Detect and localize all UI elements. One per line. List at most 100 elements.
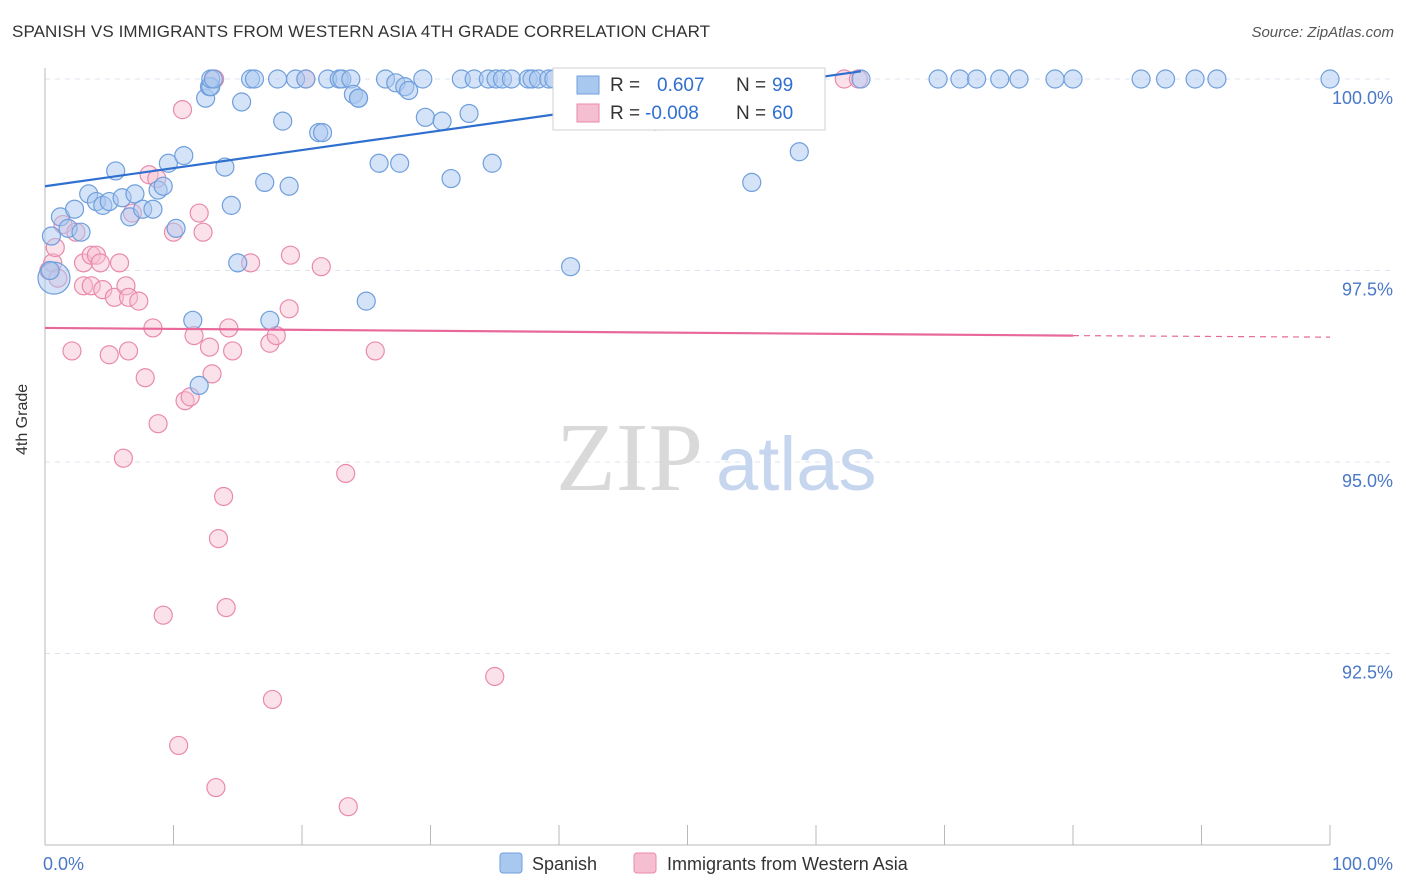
- y-tick-label: 92.5%: [1342, 663, 1393, 683]
- point-immigrants: [365, 341, 385, 361]
- point-immigrants: [216, 597, 236, 618]
- point-immigrants: [129, 291, 149, 311]
- point-spanish: [260, 310, 280, 330]
- point-spanish: [459, 103, 479, 124]
- point-immigrants: [81, 276, 101, 296]
- point-spanish: [967, 69, 987, 89]
- point-spanish: [267, 69, 288, 89]
- point-spanish: [143, 199, 163, 219]
- point-spanish: [789, 142, 809, 162]
- point-spanish: [1063, 69, 1083, 89]
- point-immigrants: [279, 299, 299, 319]
- point-immigrants: [118, 341, 139, 361]
- point-spanish: [415, 107, 435, 127]
- point-spanish: [482, 153, 502, 173]
- y-tick-label: 95.0%: [1342, 471, 1393, 491]
- point-spanish: [174, 146, 194, 166]
- point-immigrants: [172, 100, 193, 120]
- point-immigrants: [260, 333, 280, 353]
- point-immigrants: [336, 463, 356, 484]
- y-tick-label: 97.5%: [1342, 280, 1393, 300]
- watermark-zip: ZIP: [556, 404, 703, 512]
- point-immigrants: [116, 276, 136, 296]
- point-spanish: [1185, 69, 1205, 89]
- point-spanish: [273, 111, 293, 131]
- point-spanish: [1207, 69, 1227, 89]
- point-spanish: [312, 123, 333, 143]
- x-tick-label-max: 100.0%: [1332, 854, 1393, 874]
- trend-line-immigrants: [44, 326, 1074, 337]
- point-immigrants: [189, 203, 209, 223]
- x-tick-label-min: 0.0%: [43, 854, 84, 874]
- point-immigrants: [109, 253, 130, 273]
- point-spanish: [348, 88, 369, 108]
- point-spanish: [166, 218, 186, 238]
- point-immigrants: [169, 735, 189, 756]
- point-spanish: [203, 69, 223, 89]
- legend-n-label-immigrants: N =: [736, 103, 766, 124]
- legend-r-label-immigrants: R =: [610, 103, 640, 124]
- point-spanish: [851, 69, 871, 89]
- point-spanish: [950, 69, 970, 89]
- point-immigrants: [175, 391, 195, 411]
- point-spanish: [232, 92, 252, 112]
- legend-swatch-immigrants: [576, 103, 600, 123]
- point-immigrants: [104, 287, 124, 307]
- point-spanish: [501, 69, 522, 89]
- point-spanish: [41, 226, 62, 246]
- point-spanish: [183, 310, 203, 330]
- point-immigrants: [118, 287, 139, 307]
- point-spanish: [1131, 69, 1151, 89]
- point-spanish: [296, 69, 316, 89]
- axes: [44, 68, 1331, 846]
- point-spanish: [432, 111, 452, 131]
- point-spanish: [1320, 69, 1340, 89]
- point-spanish: [369, 153, 389, 173]
- point-spanish: [399, 80, 419, 101]
- point-immigrants: [153, 605, 173, 625]
- point-immigrants: [208, 528, 229, 549]
- point-spanish: [928, 69, 948, 89]
- watermark: ZIP atlas: [556, 404, 877, 512]
- point-immigrants: [193, 222, 213, 242]
- bottom-legend-label-immigrants: Immigrants from Western Asia: [667, 854, 909, 874]
- watermark-atlas: atlas: [716, 422, 877, 507]
- point-immigrants: [280, 245, 301, 265]
- point-spanish: [153, 176, 173, 196]
- point-immigrants: [311, 257, 331, 277]
- point-spanish: [560, 257, 581, 277]
- bottom-legend-swatch-immigrants: [633, 852, 657, 874]
- legend-n-label-spanish: N =: [736, 75, 766, 96]
- point-spanish: [71, 222, 91, 242]
- chart-title: SPANISH VS IMMIGRANTS FROM WESTERN ASIA …: [12, 22, 711, 41]
- point-spanish: [1009, 69, 1029, 89]
- legend-r-label-spanish: R =: [610, 75, 640, 96]
- point-spanish: [356, 291, 376, 311]
- point-immigrants: [90, 253, 110, 273]
- point-immigrants: [206, 777, 226, 798]
- tick-labels: 100.0% 97.5% 95.0% 92.5% 0.0% 100.0%: [43, 88, 1393, 874]
- point-spanish: [742, 172, 762, 193]
- legend-swatch-spanish: [576, 75, 600, 95]
- point-immigrants: [99, 345, 119, 365]
- point-spanish: [125, 184, 145, 204]
- point-spanish: [40, 260, 60, 281]
- point-immigrants: [223, 341, 243, 361]
- point-spanish: [1155, 69, 1176, 89]
- point-spanish: [255, 172, 275, 193]
- point-immigrants: [73, 276, 94, 296]
- point-spanish: [990, 69, 1010, 89]
- point-immigrants: [135, 368, 155, 388]
- y-tick-label: 100.0%: [1332, 88, 1393, 108]
- stats-legend: R = 0.607 N = 99 R = -0.008 N = 60: [552, 67, 826, 131]
- point-immigrants: [485, 666, 505, 687]
- source-credit: Source: ZipAtlas.com: [1251, 24, 1394, 41]
- point-spanish: [441, 168, 461, 189]
- legend-r-value-immigrants: -0.008: [645, 103, 699, 124]
- point-spanish: [221, 195, 241, 215]
- point-immigrants: [199, 337, 220, 357]
- point-spanish: [189, 375, 209, 395]
- point-immigrants: [148, 414, 168, 434]
- gridlines: [45, 78, 1395, 654]
